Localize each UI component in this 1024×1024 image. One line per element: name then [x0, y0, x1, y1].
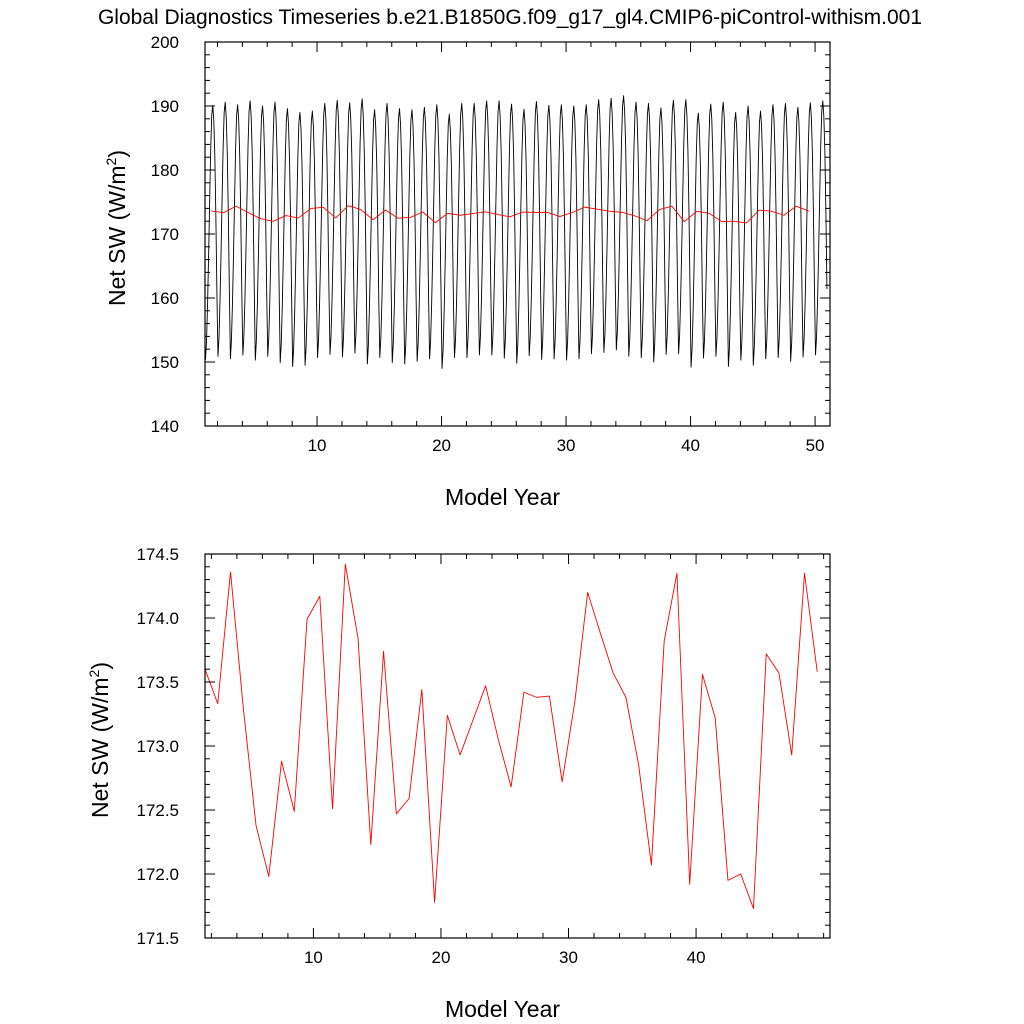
monthly-series-line [205, 95, 828, 369]
x-tick-label: 10 [308, 436, 327, 455]
y-tick-label: 173.0 [136, 737, 179, 756]
y-tick-label: 190 [151, 97, 179, 116]
bottom-panel: 10 20 30 40 171.5 172.0 172.5 173.0 173.5 174.0 17… [86, 545, 831, 1022]
y-axis-label: Net SW (W/m2) [103, 150, 130, 306]
x-tick-label: 20 [432, 948, 451, 967]
y-tick-label: 160 [151, 289, 179, 308]
top-panel: 10 20 30 40 50 140 150 160 170 180 190 200 Model Yea… [103, 33, 831, 510]
x-tick-label: 30 [559, 948, 578, 967]
y-tick-label: 200 [151, 33, 179, 52]
x-tick-label: 40 [681, 436, 700, 455]
annual-mean-series-line [211, 205, 809, 224]
y-tick-label: 140 [151, 417, 179, 436]
y-tick-label: 150 [151, 353, 179, 372]
x-tick-label: 40 [687, 948, 706, 967]
chart-title: Global Diagnostics Timeseries b.e21.B185… [98, 6, 922, 29]
y-tick-label: 180 [151, 161, 179, 180]
plot-frame [204, 41, 831, 427]
x-tick-label: 20 [432, 436, 451, 455]
x-tick-label: 30 [557, 436, 576, 455]
x-axis-label: Model Year [445, 484, 560, 510]
y-tick-label: 174.0 [136, 609, 179, 628]
y-tick-label: 174.5 [136, 545, 179, 564]
x-tick-label: 10 [304, 948, 323, 967]
y-tick-label: 173.5 [136, 673, 179, 692]
x-axis-label: Model Year [445, 996, 560, 1022]
y-tick-label: 172.0 [136, 865, 179, 884]
y-tick-label: 172.5 [136, 801, 179, 820]
x-tick-label: 50 [806, 436, 825, 455]
y-tick-label: 170 [151, 225, 179, 244]
y-axis-label: Net SW (W/m2) [86, 662, 113, 818]
y-tick-label: 171.5 [136, 929, 179, 948]
annual-mean-series-line [205, 563, 818, 910]
